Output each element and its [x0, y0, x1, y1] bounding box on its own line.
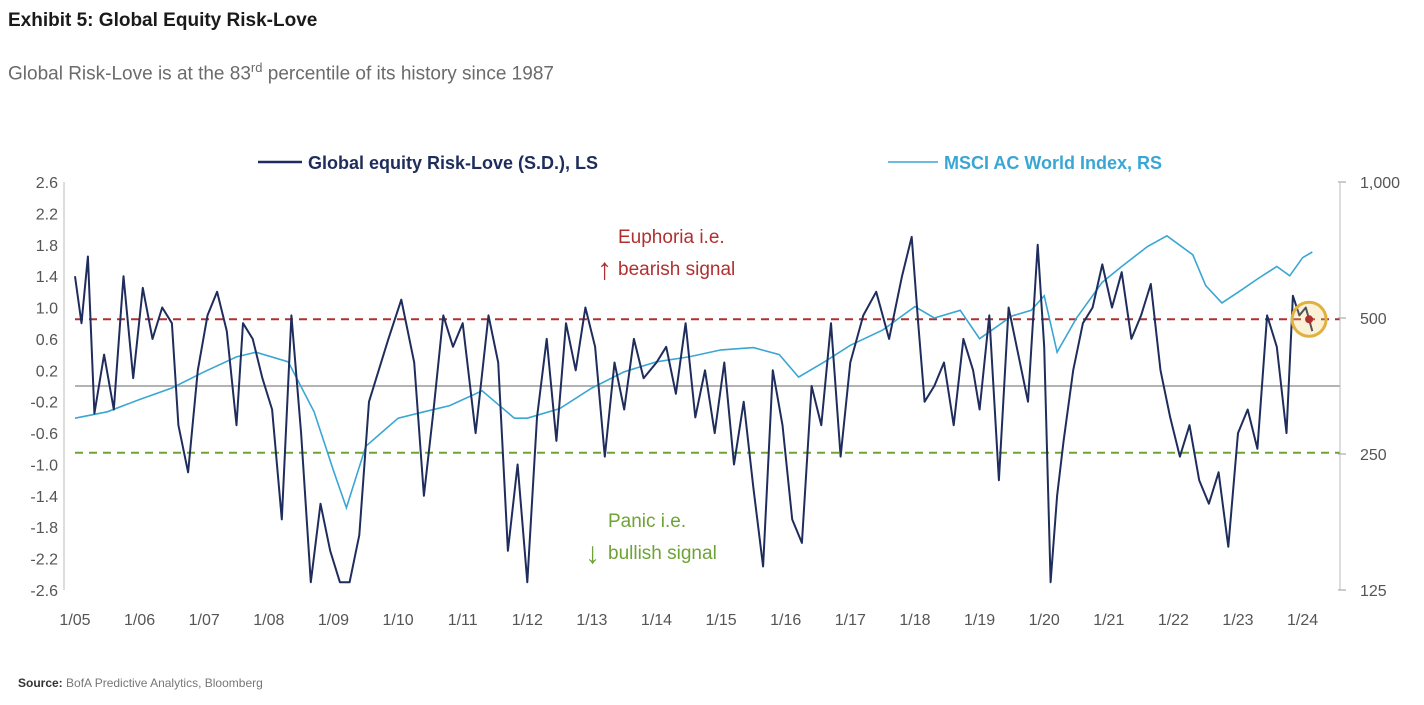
y-left-tick-label: -0.2: [30, 395, 58, 412]
x-tick-label: 1/16: [770, 612, 801, 629]
arrow-down-icon: ↓: [585, 537, 600, 570]
y-left-tick-label: -1.8: [30, 520, 58, 537]
x-tick-label: 1/09: [318, 612, 349, 629]
x-tick-label: 1/24: [1287, 612, 1318, 629]
x-tick-label: 1/11: [448, 612, 478, 629]
chart-subtitle: Global Risk-Love is at the 83rd percenti…: [8, 60, 554, 85]
x-tick-label: 1/17: [835, 612, 866, 629]
y-left-tick-label: 1.0: [36, 301, 58, 318]
y-left-tick-label: 2.2: [36, 206, 58, 223]
x-tick-label: 1/13: [576, 612, 607, 629]
x-tick-label: 1/21: [1093, 612, 1124, 629]
latest-reading-dot: [1305, 315, 1314, 324]
y-left-tick-label: -1.4: [30, 489, 58, 506]
y-right-tick-label: 125: [1360, 583, 1387, 600]
x-tick-label: 1/06: [124, 612, 155, 629]
x-tick-label: 1/23: [1222, 612, 1253, 629]
panic-label-2: bullish signal: [608, 543, 717, 564]
legend-risk-love: Global equity Risk-Love (S.D.), LS: [308, 153, 598, 173]
arrow-up-icon: ↑: [597, 253, 612, 286]
y-left-tick-label: -1.0: [30, 457, 58, 474]
y-right-tick-label: 500: [1360, 311, 1387, 328]
y-left-tick-label: -2.6: [30, 583, 58, 600]
source-note: Source: BofA Predictive Analytics, Bloom…: [18, 676, 263, 690]
y-left-tick-label: 0.6: [36, 332, 58, 349]
y-right-tick-label: 1,000: [1360, 175, 1400, 192]
msci-series-line: [74, 234, 1313, 511]
panic-label-1: Panic i.e.: [608, 511, 686, 532]
y-left-tick-label: 1.4: [36, 269, 58, 286]
chart-title: Exhibit 5: Global Equity Risk-Love: [8, 10, 318, 31]
y-right-tick-label: 250: [1360, 447, 1387, 464]
x-tick-label: 1/05: [59, 612, 90, 629]
legend-msci: MSCI AC World Index, RS: [944, 153, 1162, 173]
x-tick-label: 1/10: [382, 612, 413, 629]
risk-love-series-line: [74, 235, 1314, 584]
x-tick-label: 1/18: [899, 612, 930, 629]
y-left-tick-label: -0.6: [30, 426, 58, 443]
y-left-tick-label: -2.2: [30, 552, 58, 569]
euphoria-label-2: bearish signal: [618, 259, 735, 280]
x-tick-label: 1/15: [706, 612, 737, 629]
x-tick-label: 1/20: [1029, 612, 1060, 629]
x-tick-label: 1/12: [512, 612, 543, 629]
x-tick-label: 1/07: [189, 612, 220, 629]
x-tick-label: 1/22: [1158, 612, 1189, 629]
euphoria-label-1: Euphoria i.e.: [618, 227, 725, 248]
y-left-tick-label: 2.6: [36, 175, 58, 192]
y-left-tick-label: 0.2: [36, 363, 58, 380]
x-tick-label: 1/19: [964, 612, 995, 629]
y-left-tick-label: 1.8: [36, 238, 58, 255]
x-tick-label: 1/14: [641, 612, 672, 629]
x-tick-label: 1/08: [253, 612, 284, 629]
